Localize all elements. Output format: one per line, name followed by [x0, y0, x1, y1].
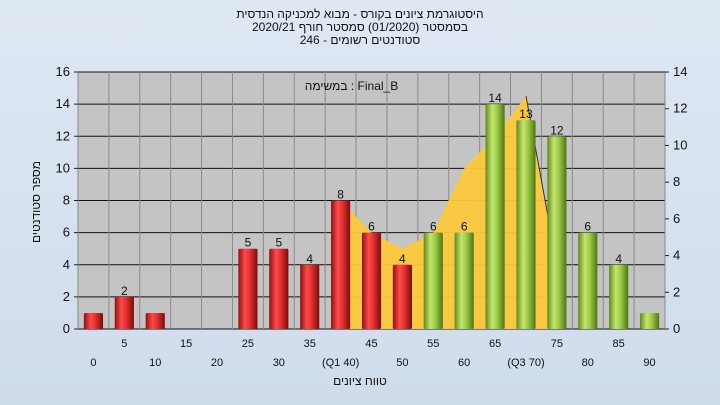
bar [392, 264, 412, 329]
bar [423, 232, 443, 329]
y-tick-label-right: 2 [673, 284, 680, 299]
bar [269, 248, 289, 329]
bar [639, 312, 660, 329]
x-tick-label: 0 [90, 357, 96, 369]
bar [361, 232, 382, 329]
data-label: 4 [306, 252, 313, 266]
x-tick-label: 60 [458, 357, 470, 369]
x-tick-label: 75 [551, 338, 563, 350]
title-line-1: היסטוגרמת ציונים בקורס - מבוא למכניקה הנ… [236, 7, 484, 21]
data-label: 4 [615, 252, 622, 266]
y-tick-label-left: 14 [56, 96, 70, 111]
x-tick-label: 90 [643, 357, 655, 369]
bar [454, 232, 474, 329]
data-label: 14 [488, 91, 502, 105]
y-tick-label-right: 10 [673, 137, 687, 152]
y-tick-label-right: 8 [673, 174, 680, 189]
bar [609, 264, 629, 329]
data-label: 2 [121, 284, 128, 298]
data-label: 5 [275, 236, 282, 250]
y-tick-label-left: 12 [56, 128, 70, 143]
x-tick-label: 5 [121, 338, 127, 350]
data-label: 12 [550, 123, 564, 137]
y-tick-label-right: 4 [673, 248, 680, 263]
bar [516, 120, 536, 329]
y-tick-label-left: 16 [56, 64, 70, 79]
title-line-3: סטודנטים רשומים - 246 [299, 33, 421, 47]
data-label: 4 [399, 252, 406, 266]
bar [300, 264, 320, 329]
bar [485, 104, 505, 329]
bar [114, 296, 134, 329]
y-tick-label-right: 12 [673, 101, 687, 116]
data-label: 6 [461, 220, 468, 234]
y-tick-label-left: 6 [63, 225, 70, 240]
x-tick-label: 15 [180, 338, 192, 350]
y-tick-label-left: 2 [63, 289, 70, 304]
x-tick-label: 55 [427, 338, 439, 350]
bar [578, 232, 598, 329]
data-label: 6 [430, 220, 437, 234]
y-tick-label-left: 4 [63, 257, 70, 272]
y-tick-label-left: 8 [63, 193, 70, 208]
data-label: 6 [584, 220, 591, 234]
x-tick-label: 35 [304, 338, 316, 350]
y-tick-label-right: 6 [673, 211, 680, 226]
y-tick-label-left: 0 [63, 321, 70, 336]
x-tick-label: 50 [396, 357, 408, 369]
x-tick-label: 10 [149, 357, 161, 369]
x-tick-label: 80 [582, 357, 594, 369]
title-line-2: בסמסטר (01/2020) סמסטר חורף 2020/21 [251, 20, 469, 34]
x-tick-label: 45 [365, 338, 377, 350]
x-tick-label: 85 [613, 338, 625, 350]
x-tick-label: 65 [489, 338, 501, 350]
x-tick-label: 30 [273, 357, 285, 369]
bar [331, 200, 351, 329]
chart-title: היסטוגרמת ציונים בקורס - מבוא למכניקה הנ… [0, 8, 720, 47]
x-tick-label: 20 [211, 357, 223, 369]
y-tick-label-left: 10 [56, 160, 70, 175]
y-tick-label-right: 14 [673, 64, 687, 79]
bar [238, 248, 258, 329]
bar [547, 136, 567, 329]
data-label: 5 [245, 236, 252, 250]
data-label: 6 [368, 220, 375, 234]
bar [83, 312, 104, 329]
x-tick-label: 25 [242, 338, 254, 350]
x-tick-label: (Q1 40) [322, 357, 359, 369]
x-axis-label: טווח ציונים [333, 374, 387, 388]
bar [145, 312, 165, 329]
task-annotation: במשימה : Final_B [305, 79, 399, 93]
x-tick-label: (Q3 70) [507, 357, 544, 369]
y-tick-label-right: 0 [673, 321, 680, 336]
data-label: 13 [519, 107, 533, 121]
data-label: 8 [337, 188, 344, 202]
